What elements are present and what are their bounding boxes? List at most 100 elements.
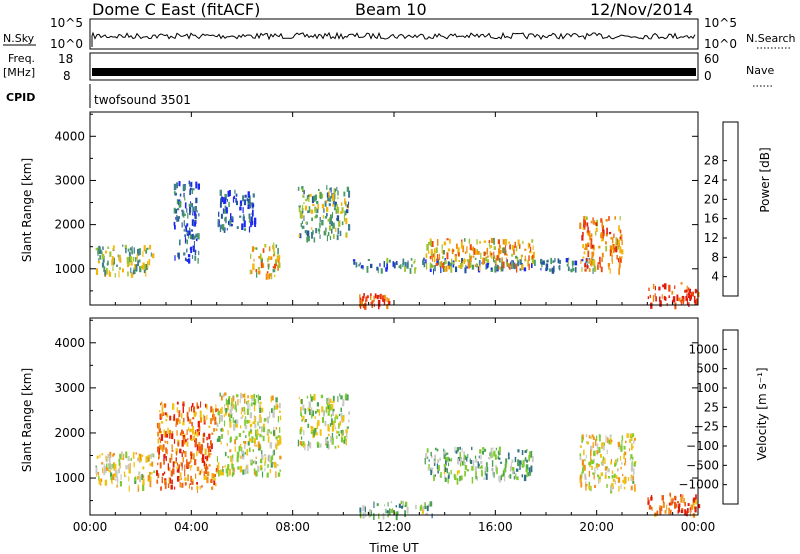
velocity-echo-cell — [337, 431, 340, 434]
velocity-echo-cell — [184, 451, 187, 458]
velocity-echo-cell — [244, 416, 247, 420]
power-echo-cell — [339, 230, 342, 237]
velocity-echo-cell — [203, 432, 206, 437]
velocity-echo-cell — [257, 441, 260, 449]
power-echo-cell — [685, 289, 688, 293]
velocity-echo-cell — [244, 471, 247, 475]
power-echo-cell — [674, 302, 677, 310]
velocity-echo-cell — [481, 471, 483, 477]
velocity-echo-cell — [225, 468, 228, 474]
velocity-echo-cell — [581, 471, 583, 479]
power-echo-cell — [194, 250, 197, 256]
velocity-echo-cell — [248, 431, 251, 437]
power-echo-cell — [362, 296, 365, 299]
velocity-echo-cell — [229, 421, 232, 428]
velocity-echo-cell — [162, 447, 164, 452]
nsearch-label: N.Search — [746, 32, 796, 45]
power-echo-cell — [479, 240, 481, 244]
power-echo-cell — [370, 293, 372, 300]
velocity-echo-cell — [147, 475, 150, 481]
velocity-echo-cell — [210, 406, 213, 413]
velocity-echo-cell — [206, 414, 208, 421]
power-echo-cell — [267, 257, 269, 263]
velocity-echo-cell — [230, 455, 232, 460]
velocity-echo-cell — [226, 471, 229, 477]
power-colorbar-label: Power [dB] — [758, 147, 772, 212]
power-echo-cell — [423, 257, 425, 262]
power-echo-cell — [184, 236, 186, 244]
velocity-echo-cell — [209, 449, 212, 452]
power-echo-cell — [593, 264, 596, 268]
power-echo-cell — [431, 255, 433, 262]
velocity-echo-cell — [675, 503, 678, 508]
power-echo-cell — [298, 205, 301, 208]
power-echo-cell — [229, 219, 232, 227]
velocity-echo-cell — [336, 435, 338, 439]
power-echo-cell — [330, 187, 332, 193]
power-echo-cell — [321, 203, 324, 209]
power-echo-cell — [692, 291, 694, 297]
velocity-echo-cell — [312, 426, 314, 431]
power-echo-cell — [109, 272, 112, 277]
velocity-echo-cell — [193, 406, 196, 413]
nave-tick-bottom: 0 — [704, 69, 712, 83]
power-echo-cell — [411, 264, 413, 268]
velocity-echo-cell — [428, 464, 430, 469]
velocity-echo-cell — [525, 464, 529, 471]
velocity-echo-cell — [624, 462, 626, 466]
power-echo-cell — [618, 267, 620, 275]
velocity-echo-cell — [180, 462, 182, 467]
power-echo-cell — [471, 247, 474, 251]
velocity-echo-cell — [157, 431, 160, 437]
power-echo-cell — [101, 251, 103, 255]
velocity-echo-cell — [581, 459, 585, 466]
velocity-echo-cell — [167, 427, 169, 435]
velocity-echo-cell — [114, 478, 117, 481]
velocity-echo-cell — [259, 433, 262, 438]
velocity-echo-cell — [204, 456, 207, 460]
velocity-echo-cell — [336, 430, 338, 434]
velocity-echo-cell — [272, 412, 275, 418]
velocity-echo-region — [424, 446, 534, 485]
power-echo-cell — [619, 215, 621, 221]
power-echo-cell — [256, 247, 258, 250]
velocity-echo-cell — [191, 453, 193, 459]
power-echo-cell — [95, 247, 98, 251]
power-echo-cell — [409, 268, 412, 274]
power-echo-cell — [243, 220, 246, 228]
velocity-echo-cell — [191, 422, 193, 427]
velocity-echo-cell — [586, 441, 589, 445]
velocity-echo-cell — [216, 408, 219, 411]
velocity-echo-cell — [457, 458, 460, 465]
power-echo-cell — [301, 220, 303, 224]
power-echo-cell — [584, 247, 586, 250]
velocity-echo-cell — [597, 474, 600, 478]
velocity-echo-cell — [221, 407, 223, 414]
velocity-echo-cell — [264, 461, 266, 467]
velocity-echo-cell — [340, 412, 343, 419]
power-echo-cell — [474, 257, 477, 260]
velocity-echo-cell — [431, 513, 433, 519]
y-tick-label: 1000 — [54, 471, 85, 485]
velocity-echo-cell — [115, 472, 118, 478]
power-echo-cell — [440, 266, 442, 274]
velocity-echo-cell — [611, 483, 614, 487]
velocity-echo-cell — [428, 459, 430, 462]
velocity-echo-cell — [210, 479, 213, 483]
velocity-echo-cell — [619, 455, 621, 461]
velocity-echo-cell — [523, 474, 527, 482]
velocity-echo-cell — [269, 442, 273, 449]
power-echo-cell — [302, 188, 304, 192]
power-echo-cell — [268, 256, 270, 261]
velocity-echo-cell — [608, 476, 610, 479]
velocity-echo-cell — [378, 513, 380, 519]
velocity-echo-cell — [650, 495, 653, 501]
power-echo-cell — [102, 254, 105, 260]
velocity-echo-cell — [255, 461, 257, 465]
velocity-echo-cell — [192, 453, 195, 460]
velocity-echo-cell — [185, 464, 188, 468]
velocity-echo-cell — [171, 431, 174, 436]
power-echo-cell — [582, 231, 584, 237]
velocity-echo-cell — [234, 404, 237, 410]
velocity-echo-cell — [322, 417, 324, 423]
